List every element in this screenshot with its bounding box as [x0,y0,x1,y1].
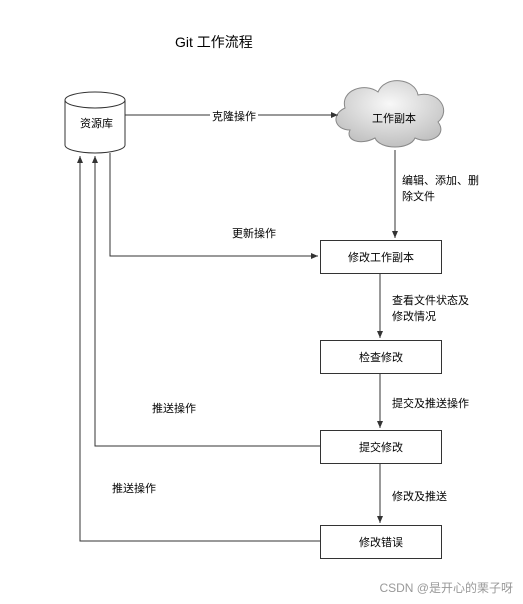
node-fix: 修改错误 [320,525,442,559]
label-push1: 推送操作 [150,400,198,416]
node-modify-label: 修改工作副本 [348,249,414,265]
node-modify: 修改工作副本 [320,240,442,274]
label-commit: 提交及推送操作 [390,395,471,411]
node-fix-label: 修改错误 [359,534,403,550]
label-push2: 推送操作 [110,480,158,496]
label-clone: 克隆操作 [210,108,258,124]
edge-push-commit [95,156,320,446]
node-repo-label: 资源库 [78,115,115,131]
node-copy-label: 工作副本 [370,110,418,126]
edge-update [110,153,318,256]
node-commit-label: 提交修改 [359,439,403,455]
node-check-label: 检查修改 [359,349,403,365]
label-update: 更新操作 [230,225,278,241]
label-fixpush: 修改及推送 [390,488,449,504]
label-status: 查看文件状态及修改情况 [390,292,471,324]
node-check: 检查修改 [320,340,442,374]
label-edit: 编辑、添加、删除文件 [400,172,481,204]
node-commit: 提交修改 [320,430,442,464]
watermark: CSDN @是开心的栗子呀 [379,579,513,596]
diagram-title: Git 工作流程 [175,32,253,52]
